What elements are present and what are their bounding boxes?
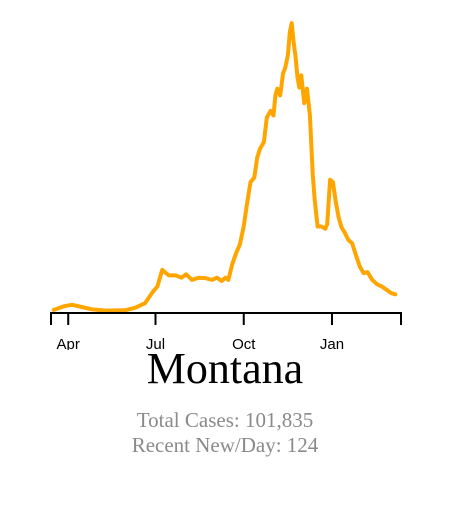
x-tick-label: Oct [232, 336, 256, 350]
daily-cases-line [51, 21, 398, 313]
x-tick-label: Apr [57, 336, 80, 350]
x-tick-label: Jan [320, 336, 344, 350]
state-title: Montana [146, 344, 304, 393]
x-axis-ticks: Apr Jul Oct Jan [50, 313, 402, 350]
recent-new-per-day-text: Recent New/Day: 124 [131, 433, 319, 457]
total-cases-text: Total Cases: 101,835 [136, 408, 314, 432]
x-tick-label: Jul [146, 336, 165, 350]
cases-line-chart: Apr Jul Oct Jan [50, 21, 402, 350]
